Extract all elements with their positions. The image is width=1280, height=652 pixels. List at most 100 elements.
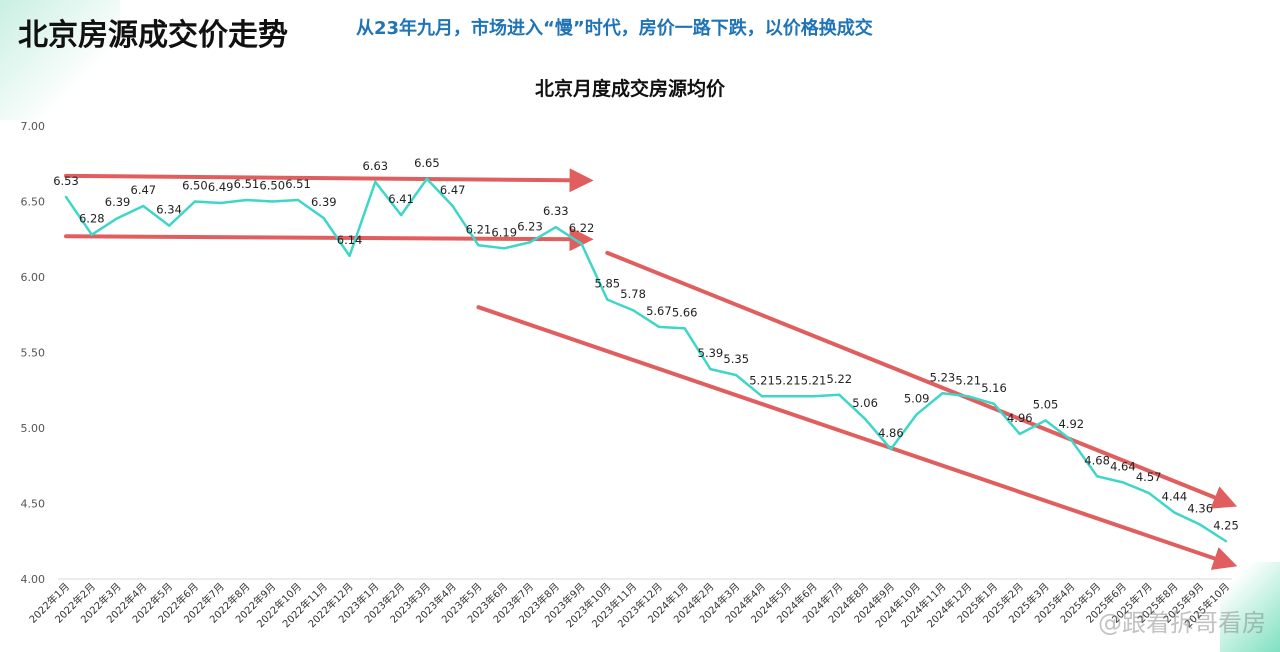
data-label: 6.39: [105, 195, 131, 209]
data-label: 5.39: [698, 346, 724, 360]
data-point: [631, 309, 635, 312]
page-title: 北京房源成交价走势: [18, 18, 288, 53]
data-label: 5.22: [827, 372, 853, 386]
data-point: [967, 395, 970, 398]
data-point: [477, 244, 480, 247]
data-point: [1095, 475, 1099, 478]
data-label: 6.41: [388, 192, 414, 206]
data-label: 6.50: [259, 179, 285, 193]
data-point: [1070, 438, 1073, 442]
data-point: [760, 395, 764, 398]
data-point: [322, 216, 325, 220]
data-label: 4.68: [1084, 453, 1110, 467]
data-point: [348, 254, 351, 258]
data-point: [915, 413, 918, 416]
data-label: 5.05: [1033, 397, 1059, 411]
data-label: 5.09: [904, 391, 930, 405]
data-label: 6.47: [131, 183, 157, 197]
data-label: 6.22: [569, 221, 595, 235]
data-label: 4.57: [1136, 470, 1162, 484]
data-label: 4.25: [1213, 518, 1239, 532]
data-point: [812, 395, 815, 398]
data-label: 6.63: [363, 159, 389, 173]
data-point: [992, 402, 996, 406]
data-point: [1044, 419, 1047, 422]
data-label: 5.85: [595, 277, 621, 291]
data-label: 6.49: [208, 180, 234, 194]
data-point: [580, 242, 583, 245]
data-label: 6.33: [543, 204, 569, 218]
data-label: 4.92: [1059, 417, 1085, 431]
trend-arrow: [605, 250, 1238, 509]
data-label: 4.86: [878, 426, 904, 440]
data-point: [90, 233, 93, 236]
data-point: [889, 447, 893, 451]
y-tick-label: 6.00: [21, 271, 46, 284]
data-point: [606, 298, 609, 301]
data-point: [554, 225, 557, 229]
data-point: [503, 247, 506, 250]
data-label: 4.96: [1007, 411, 1033, 425]
corner-decoration-top-left: [0, 0, 120, 120]
chart-title: 北京月度成交房源均价: [534, 78, 725, 100]
data-label: 6.51: [285, 177, 311, 191]
y-tick-label: 5.50: [21, 347, 46, 360]
data-point: [1173, 511, 1176, 514]
data-point: [1199, 523, 1202, 526]
data-label: 5.21: [801, 373, 827, 387]
y-tick-label: 7.00: [21, 120, 46, 133]
data-label: 5.66: [672, 305, 698, 319]
data-point: [142, 204, 145, 208]
data-label: 5.21: [775, 373, 801, 387]
data-label: 6.51: [234, 177, 260, 191]
data-point: [1121, 481, 1125, 484]
data-label: 6.47: [440, 183, 466, 197]
data-label: 5.67: [646, 304, 672, 318]
data-point: [786, 395, 789, 398]
data-point: [941, 392, 944, 395]
page-subtitle: 从23年九月，市场进入“慢”时代，房价一路下跌，以价格换成交: [356, 18, 873, 39]
data-label: 4.64: [1110, 459, 1136, 473]
data-point: [863, 417, 867, 421]
data-label: 6.50: [182, 179, 208, 193]
data-label: 5.16: [981, 381, 1007, 395]
data-point: [64, 195, 68, 199]
data-label: 5.23: [930, 370, 956, 384]
data-point: [735, 373, 738, 377]
data-label: 4.44: [1162, 490, 1188, 504]
data-point: [709, 367, 712, 371]
data-point: [116, 216, 119, 220]
data-point: [245, 198, 248, 202]
data-point: [271, 200, 274, 203]
data-label: 6.14: [337, 233, 363, 247]
trend-arrow: [476, 305, 1238, 570]
data-point: [838, 393, 841, 396]
series-line: [64, 177, 1227, 543]
y-tick-label: 4.00: [21, 573, 46, 586]
data-point: [451, 204, 454, 208]
data-point: [657, 325, 661, 329]
corner-decoration-bottom-right: [1220, 562, 1280, 652]
data-point: [683, 327, 686, 330]
data-label: 6.53: [53, 174, 79, 188]
data-point: [374, 180, 377, 184]
data-label: 6.23: [517, 219, 543, 233]
data-label: 6.21: [466, 222, 492, 236]
data-point: [193, 200, 197, 203]
data-label: 6.28: [79, 212, 105, 226]
data-point: [1147, 491, 1150, 495]
data-label: 6.34: [156, 203, 182, 217]
data-label: 6.19: [491, 225, 517, 239]
data-label: 6.65: [414, 156, 440, 170]
y-tick-label: 4.50: [21, 498, 46, 511]
data-point: [296, 198, 300, 202]
data-point: [167, 224, 171, 227]
trend-arrow: [64, 168, 594, 193]
data-label: 5.21: [955, 373, 981, 387]
data-label: 4.36: [1187, 502, 1213, 516]
data-label: 6.39: [311, 195, 337, 209]
data-label: 5.06: [852, 396, 878, 410]
data-point: [528, 241, 532, 244]
data-point: [399, 213, 403, 217]
